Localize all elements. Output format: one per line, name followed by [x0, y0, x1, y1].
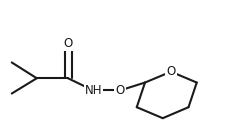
- Text: O: O: [116, 84, 124, 97]
- Text: O: O: [166, 65, 175, 78]
- Text: NH: NH: [84, 84, 102, 97]
- Text: O: O: [64, 37, 72, 50]
